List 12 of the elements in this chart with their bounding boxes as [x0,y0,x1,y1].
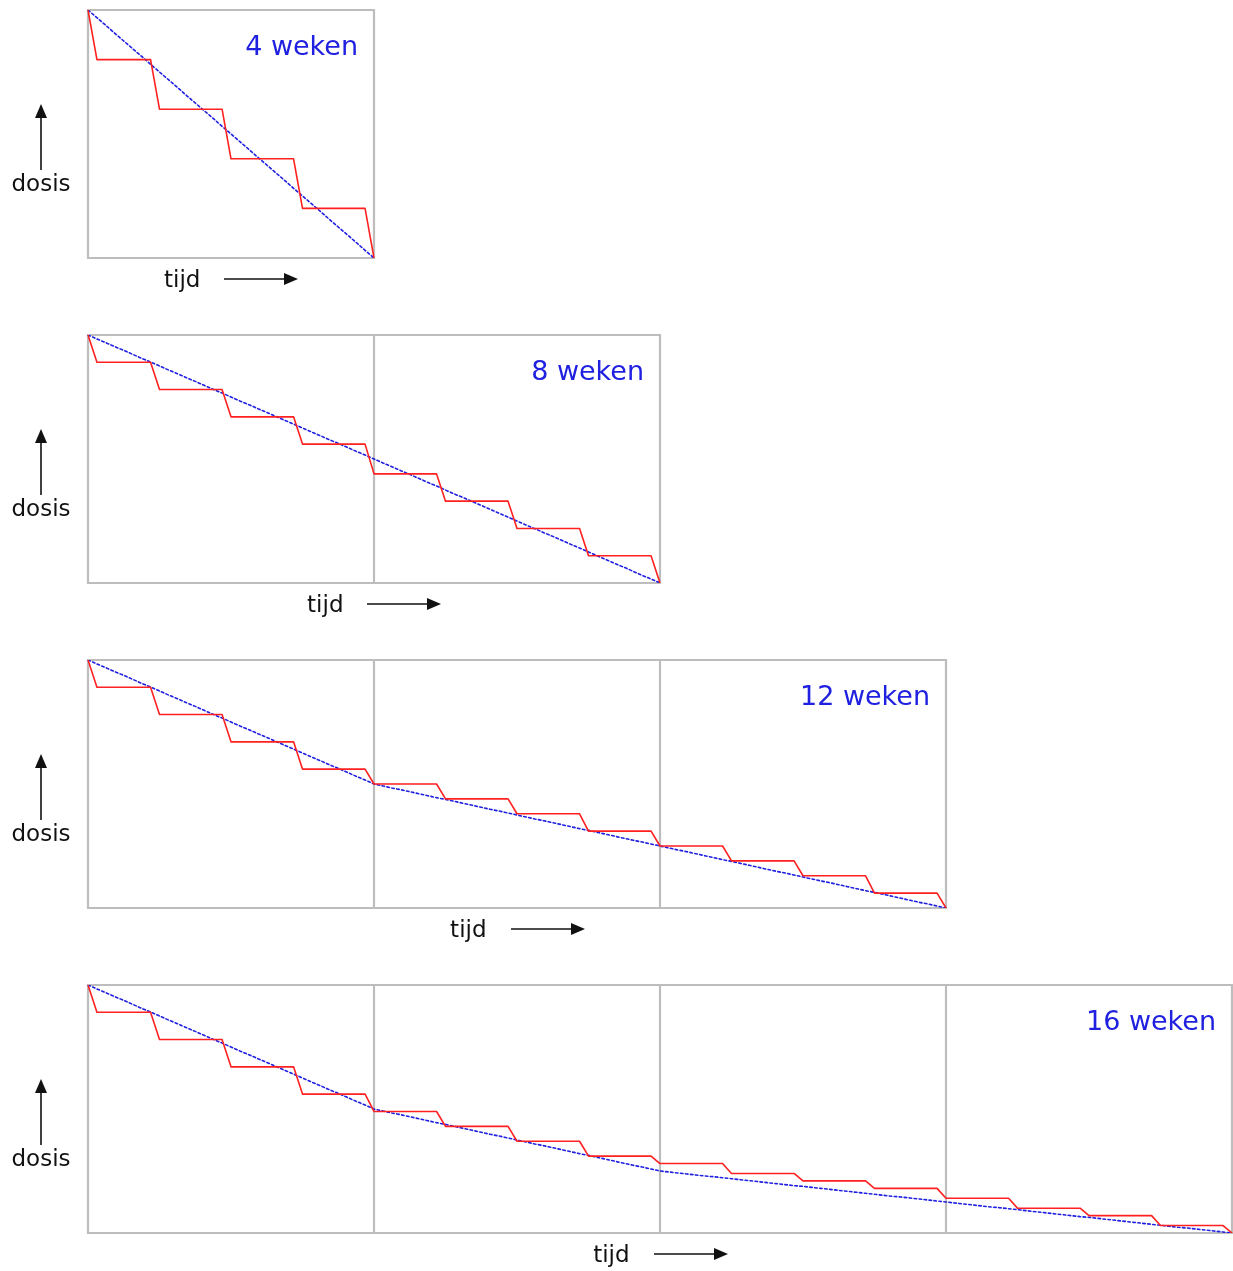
y-axis-title: dosis [10,170,72,196]
text: 4 weken [245,30,358,62]
x-axis-title: tijd [307,591,344,617]
x-axis-title: tijd [164,266,201,292]
text: 12 weken [799,680,930,712]
y-axis-title: dosis [10,1145,72,1171]
y-axis-title: dosis [10,495,72,521]
text: 16 weken [1085,1005,1216,1037]
x-axis-title: tijd [450,916,487,942]
text: 8 weken [531,355,644,387]
x-axis-title: tijd [593,1241,630,1267]
y-axis-title: dosis [10,820,72,846]
